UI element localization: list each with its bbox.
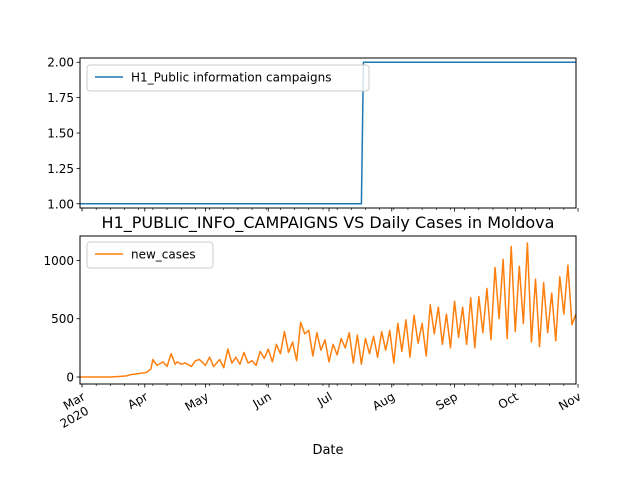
top-y-tick-label: 2.00 — [47, 56, 74, 70]
bottom-legend-label: new_cases — [131, 248, 196, 262]
top-legend-box — [86, 64, 370, 92]
top-subplot: 1.00 1.25 1.50 1.75 2.00 H1_Public informati… — [47, 56, 579, 212]
top-y-tick-label: 1.75 — [47, 91, 74, 105]
top-subplot-x-ticks — [81, 208, 579, 212]
top-y-tick-label: 1.00 — [47, 197, 74, 211]
top-y-tick-label: 1.25 — [47, 162, 74, 176]
bottom-y-tick-label: 0 — [66, 371, 74, 385]
bottom-legend-box — [86, 241, 214, 269]
bottom-subplot-legend: new_cases — [86, 241, 214, 269]
bottom-series-line-0 — [80, 242, 577, 378]
chart-title: H1_PUBLIC_INFO_CAMPAIGNS VS Daily Cases … — [102, 213, 555, 233]
top-subplot-series — [80, 61, 576, 205]
x-tick-label: Jul — [314, 389, 334, 409]
top-subplot-y-ticks: 1.00 1.25 1.50 1.75 2.00 — [47, 56, 80, 211]
bottom-subplot-series — [80, 242, 577, 378]
top-subplot-legend: H1_Public information campaigns — [86, 64, 370, 92]
bottom-subplot-frame — [79, 235, 577, 385]
x-axis-label: Date — [312, 443, 343, 458]
bottom-y-tick-label: 500 — [51, 312, 74, 326]
top-series-line-0 — [80, 61, 576, 205]
bottom-subplot-y-ticks: 0 500 1000 — [43, 254, 80, 385]
top-legend-label: H1_Public information campaigns — [131, 71, 331, 85]
top-y-tick-label: 1.50 — [47, 127, 74, 141]
bottom-y-tick-label: 1000 — [43, 254, 74, 268]
